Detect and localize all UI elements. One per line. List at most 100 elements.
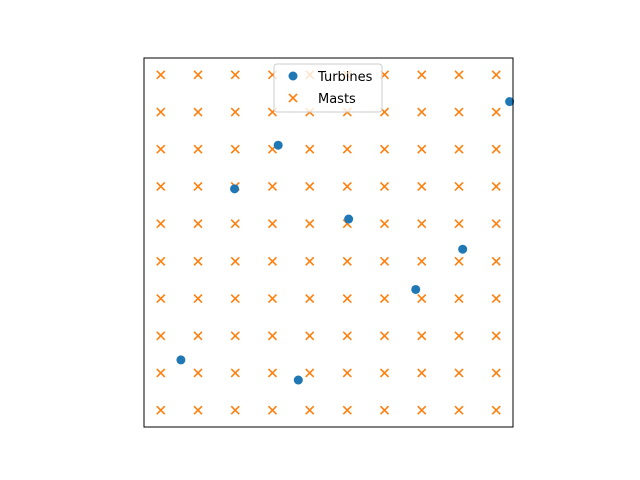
mast-point xyxy=(379,293,390,304)
mast-point xyxy=(305,256,315,266)
turbines-series xyxy=(176,97,515,385)
turbine-point xyxy=(411,284,421,294)
mast-point xyxy=(491,256,501,266)
mast-point xyxy=(156,368,166,378)
mast-point xyxy=(193,70,203,80)
mast-point xyxy=(417,368,427,378)
mast-point xyxy=(267,219,278,229)
mast-point xyxy=(342,405,352,415)
mast-point xyxy=(342,368,352,378)
mast-point xyxy=(305,219,315,229)
mast-point xyxy=(193,293,203,304)
mast-point xyxy=(417,405,427,415)
mast-point xyxy=(156,405,166,415)
mast-point xyxy=(267,293,278,304)
mast-point xyxy=(417,107,427,117)
mast-point xyxy=(342,331,352,341)
turbine-point xyxy=(458,244,468,254)
mast-point xyxy=(342,181,352,192)
mast-point xyxy=(454,107,464,117)
mast-point xyxy=(491,144,501,154)
mast-point xyxy=(417,144,427,154)
mast-point xyxy=(379,405,390,415)
mast-point xyxy=(193,405,203,415)
legend: Turbines Masts xyxy=(273,63,383,113)
mast-point xyxy=(156,181,166,192)
mast-point xyxy=(491,368,501,378)
plot-frame xyxy=(143,57,514,428)
mast-point xyxy=(193,144,203,154)
mast-point xyxy=(305,331,315,341)
mast-point xyxy=(193,256,203,266)
mast-point xyxy=(379,181,390,192)
mast-point xyxy=(417,219,427,229)
legend-turbines-label: Turbines xyxy=(317,70,373,85)
mast-point xyxy=(417,293,427,304)
mast-point xyxy=(342,256,352,266)
mast-point xyxy=(342,293,352,304)
mast-point xyxy=(230,293,240,304)
mast-point xyxy=(267,405,278,415)
mast-point xyxy=(193,331,203,341)
legend-masts-label: Masts xyxy=(318,92,356,107)
mast-point xyxy=(267,256,278,266)
mast-point xyxy=(267,331,278,341)
mast-point xyxy=(193,107,203,117)
mast-point xyxy=(342,144,352,154)
mast-point xyxy=(417,256,427,266)
mast-point xyxy=(379,331,390,341)
mast-point xyxy=(156,70,166,80)
mast-point xyxy=(156,144,166,154)
mast-point xyxy=(305,293,315,304)
mast-point xyxy=(156,107,166,117)
turbine-point xyxy=(505,97,515,107)
mast-point xyxy=(454,405,464,415)
mast-point xyxy=(417,70,427,80)
mast-point xyxy=(230,70,240,80)
mast-point xyxy=(454,368,464,378)
mast-point xyxy=(267,181,278,192)
mast-point xyxy=(267,368,278,378)
mast-point xyxy=(230,405,240,415)
mast-point xyxy=(193,219,203,229)
mast-point xyxy=(491,181,501,192)
turbine-point xyxy=(176,355,186,365)
mast-point xyxy=(193,368,203,378)
turbine-point xyxy=(273,140,283,150)
mast-point xyxy=(305,405,315,415)
mast-point xyxy=(454,181,464,192)
mast-point xyxy=(230,331,240,341)
mast-point xyxy=(417,331,427,341)
mast-point xyxy=(156,256,166,266)
mast-point xyxy=(454,256,464,266)
mast-point xyxy=(454,219,464,229)
masts-series xyxy=(156,70,501,415)
mast-point xyxy=(454,293,464,304)
mast-point xyxy=(491,107,501,117)
mast-point xyxy=(193,181,203,192)
mast-point xyxy=(156,219,166,229)
legend-masts-marker xyxy=(288,93,298,103)
mast-point xyxy=(379,219,390,229)
mast-point xyxy=(379,144,390,154)
legend-box xyxy=(273,63,383,113)
mast-point xyxy=(379,368,390,378)
legend-turbines-marker xyxy=(288,71,298,81)
mast-point xyxy=(230,256,240,266)
mast-point xyxy=(305,144,315,154)
mast-point xyxy=(417,181,427,192)
mast-point xyxy=(156,293,166,304)
mast-point xyxy=(491,219,501,229)
mast-point xyxy=(491,70,501,80)
turbine-point xyxy=(344,214,354,224)
mast-point xyxy=(305,368,315,378)
mast-point xyxy=(491,405,501,415)
mast-point xyxy=(230,219,240,229)
mast-point xyxy=(454,144,464,154)
mast-point xyxy=(230,144,240,154)
mast-point xyxy=(379,256,390,266)
mast-point xyxy=(156,331,166,341)
mast-point xyxy=(230,368,240,378)
turbine-point xyxy=(293,375,303,385)
